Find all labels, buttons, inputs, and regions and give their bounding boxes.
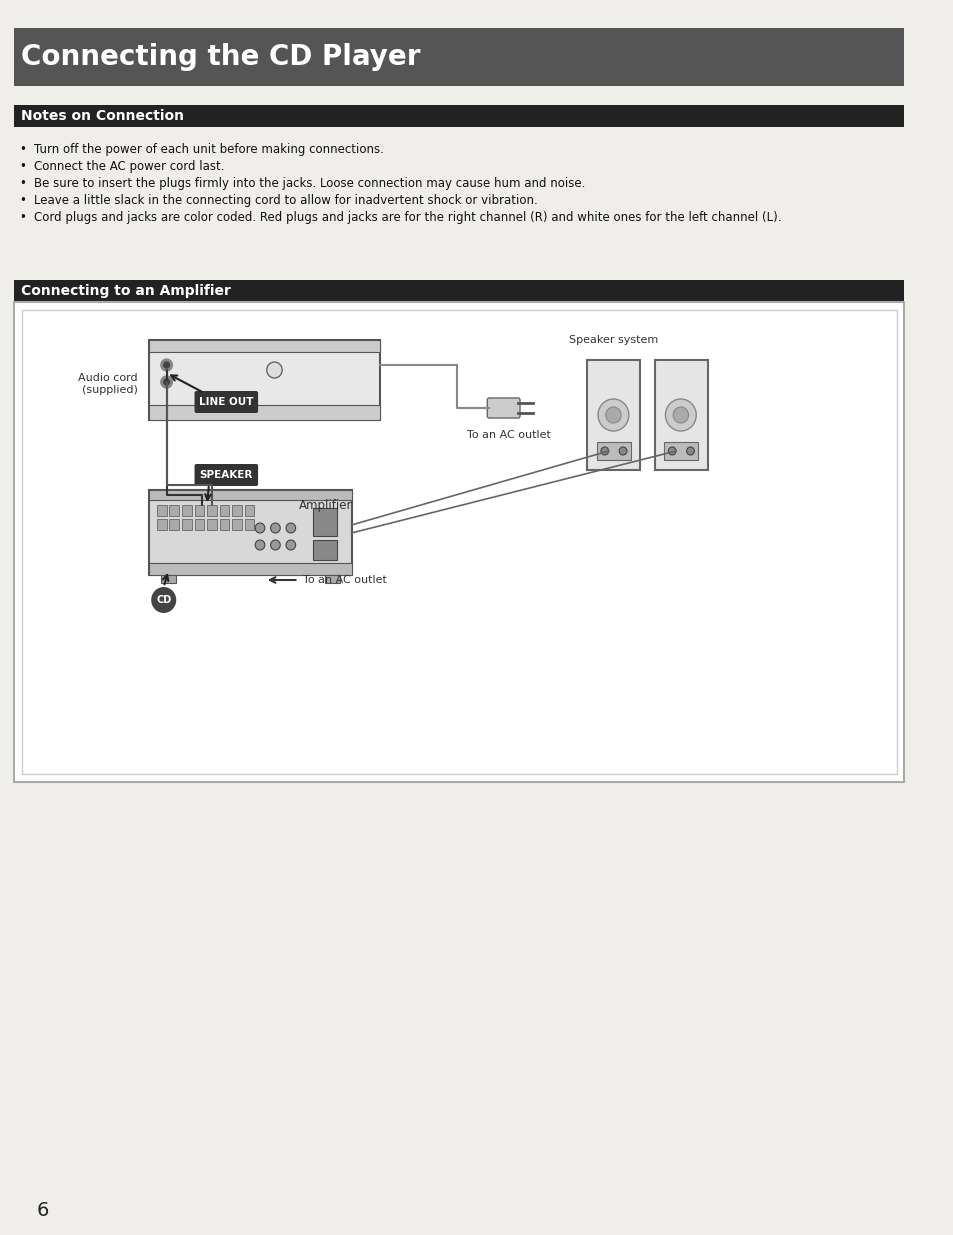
Text: Turn off the power of each unit before making connections.: Turn off the power of each unit before m…: [33, 143, 383, 156]
FancyBboxPatch shape: [14, 105, 903, 127]
Text: LINE OUT: LINE OUT: [199, 396, 253, 408]
FancyBboxPatch shape: [170, 519, 179, 530]
FancyBboxPatch shape: [232, 505, 241, 516]
Circle shape: [286, 522, 295, 534]
Text: Audio cord
(supplied): Audio cord (supplied): [78, 373, 137, 395]
FancyBboxPatch shape: [207, 519, 216, 530]
Text: To an AC outlet: To an AC outlet: [466, 430, 550, 440]
Text: •: •: [19, 211, 26, 224]
FancyBboxPatch shape: [232, 519, 241, 530]
Text: Speaker system: Speaker system: [568, 335, 658, 345]
Circle shape: [618, 447, 626, 454]
Circle shape: [255, 540, 265, 550]
Text: Be sure to insert the plugs firmly into the jacks. Loose connection may cause hu: Be sure to insert the plugs firmly into …: [33, 177, 584, 190]
FancyBboxPatch shape: [149, 563, 351, 576]
Circle shape: [665, 399, 696, 431]
FancyBboxPatch shape: [149, 340, 380, 420]
Text: Connecting the CD Player: Connecting the CD Player: [21, 43, 420, 70]
Text: Notes on Connection: Notes on Connection: [21, 109, 184, 124]
FancyBboxPatch shape: [14, 303, 903, 782]
Text: Amplifier: Amplifier: [298, 499, 352, 511]
Circle shape: [271, 522, 280, 534]
Text: Leave a little slack in the connecting cord to allow for inadvertent shock or vi: Leave a little slack in the connecting c…: [33, 194, 537, 207]
FancyBboxPatch shape: [182, 505, 192, 516]
FancyBboxPatch shape: [149, 490, 351, 576]
FancyBboxPatch shape: [194, 505, 204, 516]
FancyBboxPatch shape: [313, 508, 336, 536]
FancyBboxPatch shape: [324, 576, 339, 583]
Circle shape: [151, 587, 176, 613]
FancyBboxPatch shape: [157, 505, 167, 516]
Text: 6: 6: [36, 1200, 49, 1219]
Text: •: •: [19, 143, 26, 156]
FancyBboxPatch shape: [14, 28, 903, 86]
FancyBboxPatch shape: [654, 359, 707, 471]
Text: •: •: [19, 161, 26, 173]
Text: Connecting to an Amplifier: Connecting to an Amplifier: [21, 284, 231, 298]
Text: CD: CD: [156, 595, 172, 605]
Text: •: •: [19, 194, 26, 207]
FancyBboxPatch shape: [664, 442, 698, 459]
FancyBboxPatch shape: [194, 391, 258, 412]
Text: To an AC outlet: To an AC outlet: [303, 576, 387, 585]
Circle shape: [600, 447, 608, 454]
FancyBboxPatch shape: [157, 519, 167, 530]
FancyBboxPatch shape: [587, 359, 639, 471]
FancyBboxPatch shape: [244, 505, 253, 516]
Circle shape: [271, 540, 280, 550]
FancyBboxPatch shape: [219, 519, 229, 530]
Text: •: •: [19, 177, 26, 190]
Circle shape: [598, 399, 628, 431]
FancyBboxPatch shape: [161, 576, 176, 583]
FancyBboxPatch shape: [14, 280, 903, 303]
Circle shape: [686, 447, 694, 454]
Circle shape: [161, 359, 172, 370]
Circle shape: [255, 522, 265, 534]
Text: SPEAKER: SPEAKER: [199, 471, 253, 480]
FancyBboxPatch shape: [313, 540, 336, 559]
Circle shape: [164, 362, 170, 368]
FancyBboxPatch shape: [219, 505, 229, 516]
Circle shape: [161, 375, 172, 388]
FancyBboxPatch shape: [22, 310, 896, 774]
FancyBboxPatch shape: [487, 398, 519, 417]
Circle shape: [605, 408, 620, 424]
Text: Connect the AC power cord last.: Connect the AC power cord last.: [33, 161, 224, 173]
FancyBboxPatch shape: [149, 490, 351, 500]
FancyBboxPatch shape: [207, 505, 216, 516]
FancyBboxPatch shape: [244, 519, 253, 530]
Circle shape: [673, 408, 688, 424]
Circle shape: [668, 447, 676, 454]
FancyBboxPatch shape: [194, 519, 204, 530]
Circle shape: [164, 379, 170, 385]
Text: Cord plugs and jacks are color coded. Red plugs and jacks are for the right chan: Cord plugs and jacks are color coded. Re…: [33, 211, 781, 224]
FancyBboxPatch shape: [149, 340, 380, 352]
FancyBboxPatch shape: [194, 464, 258, 487]
FancyBboxPatch shape: [149, 405, 380, 420]
FancyBboxPatch shape: [170, 505, 179, 516]
FancyBboxPatch shape: [182, 519, 192, 530]
Circle shape: [286, 540, 295, 550]
FancyBboxPatch shape: [597, 442, 630, 459]
Circle shape: [267, 362, 282, 378]
